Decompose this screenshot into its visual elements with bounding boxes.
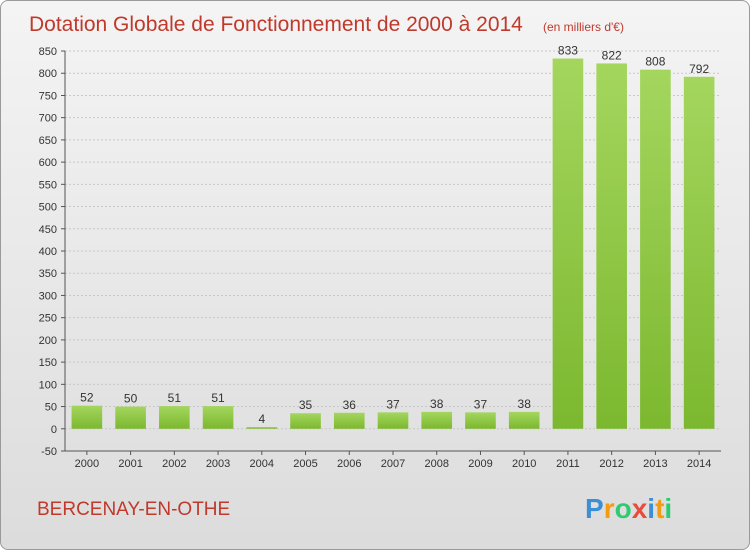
x-tick-label: 2011 [556, 458, 580, 470]
chart-title: Dotation Globale de Fonctionnement de 20… [29, 13, 523, 36]
data-label: 52 [80, 391, 94, 405]
y-tick-label: 0 [51, 424, 57, 436]
commune-name: BERCENAY-EN-OTHE [37, 499, 230, 520]
logo-letter: i [647, 493, 655, 524]
data-label: 51 [168, 391, 182, 405]
y-tick-label: 350 [39, 268, 57, 280]
bar [465, 412, 496, 429]
y-tick-label: 200 [39, 335, 57, 347]
y-tick-label: 50 [45, 402, 57, 414]
y-tick-label: 100 [39, 379, 57, 391]
logo-letter: r [604, 493, 615, 524]
y-tick-label: 800 [39, 68, 57, 80]
bar [246, 427, 278, 429]
y-tick-label: 450 [39, 224, 57, 236]
x-tick-label: 2003 [206, 458, 230, 470]
x-tick-label: 2002 [162, 458, 186, 470]
grid-lines [65, 50, 721, 452]
data-label: 4 [258, 412, 265, 426]
y-tick-label: -50 [41, 446, 57, 458]
data-label: 808 [645, 55, 665, 69]
bar [290, 413, 321, 429]
y-tick-label: 700 [39, 113, 57, 125]
data-label: 50 [124, 392, 138, 406]
x-tick-label: 2012 [599, 458, 623, 470]
data-label: 38 [518, 397, 532, 411]
logo-letter: o [615, 493, 632, 524]
y-tick-label: 400 [39, 246, 57, 258]
data-label: 792 [689, 62, 709, 76]
x-tick-label: 2006 [337, 458, 361, 470]
logo-letter: P [585, 493, 604, 524]
bars: 52 50 51 51 4 35 36 37 38 37 38 833 822 808 792 [71, 44, 715, 429]
y-tick-label: 250 [39, 313, 57, 325]
data-label: 37 [386, 397, 400, 411]
proxiti-logo: Proxiti [585, 493, 672, 524]
bar [683, 76, 715, 429]
data-label: 38 [430, 397, 444, 411]
unit-label: (en milliers d'€) [543, 20, 624, 34]
x-tick-label: 2007 [381, 458, 405, 470]
x-tick-label: 2013 [643, 458, 667, 470]
y-tick-label: 850 [39, 46, 57, 58]
data-label: 37 [474, 397, 488, 411]
y-tick-label: 650 [39, 135, 57, 147]
bar [508, 411, 540, 429]
y-tick-label: 500 [39, 202, 57, 214]
x-axis: 2000 2001 2002 2003 2004 2005 2006 2007 2008 2009… [65, 450, 721, 470]
data-label: 833 [558, 44, 578, 58]
bar [552, 58, 584, 429]
x-tick-label: 2010 [512, 458, 536, 470]
data-label: 51 [211, 391, 225, 405]
bar [640, 69, 671, 429]
bar [202, 406, 234, 429]
x-tick-label: 2009 [468, 458, 492, 470]
y-tick-label: 150 [39, 357, 57, 369]
bar [71, 405, 103, 429]
y-tick-label: 550 [39, 179, 57, 191]
x-tick-label: 2000 [75, 458, 99, 470]
x-tick-label: 2005 [293, 458, 317, 470]
logo-letter: i [664, 493, 672, 524]
y-tick-label: 750 [39, 90, 57, 102]
y-tick-label: 300 [39, 290, 57, 302]
y-axis: -50 0 50 100 150 200 250 300 350 400 450 500 550 600 6… [39, 46, 66, 458]
bar [333, 412, 365, 429]
x-tick-label: 2014 [687, 458, 711, 470]
data-label: 822 [602, 48, 622, 62]
x-tick-label: 2001 [118, 458, 142, 470]
bar [377, 412, 409, 429]
bar [115, 406, 146, 429]
data-label: 35 [299, 398, 313, 412]
x-tick-label: 2008 [424, 458, 448, 470]
logo-letter: t [655, 493, 664, 524]
bar [596, 63, 627, 429]
data-label: 36 [343, 398, 357, 412]
x-tick-label: 2004 [250, 458, 274, 470]
logo-letter: x [632, 493, 648, 524]
bar [421, 411, 453, 429]
y-tick-label: 600 [39, 157, 57, 169]
bar [159, 406, 190, 429]
